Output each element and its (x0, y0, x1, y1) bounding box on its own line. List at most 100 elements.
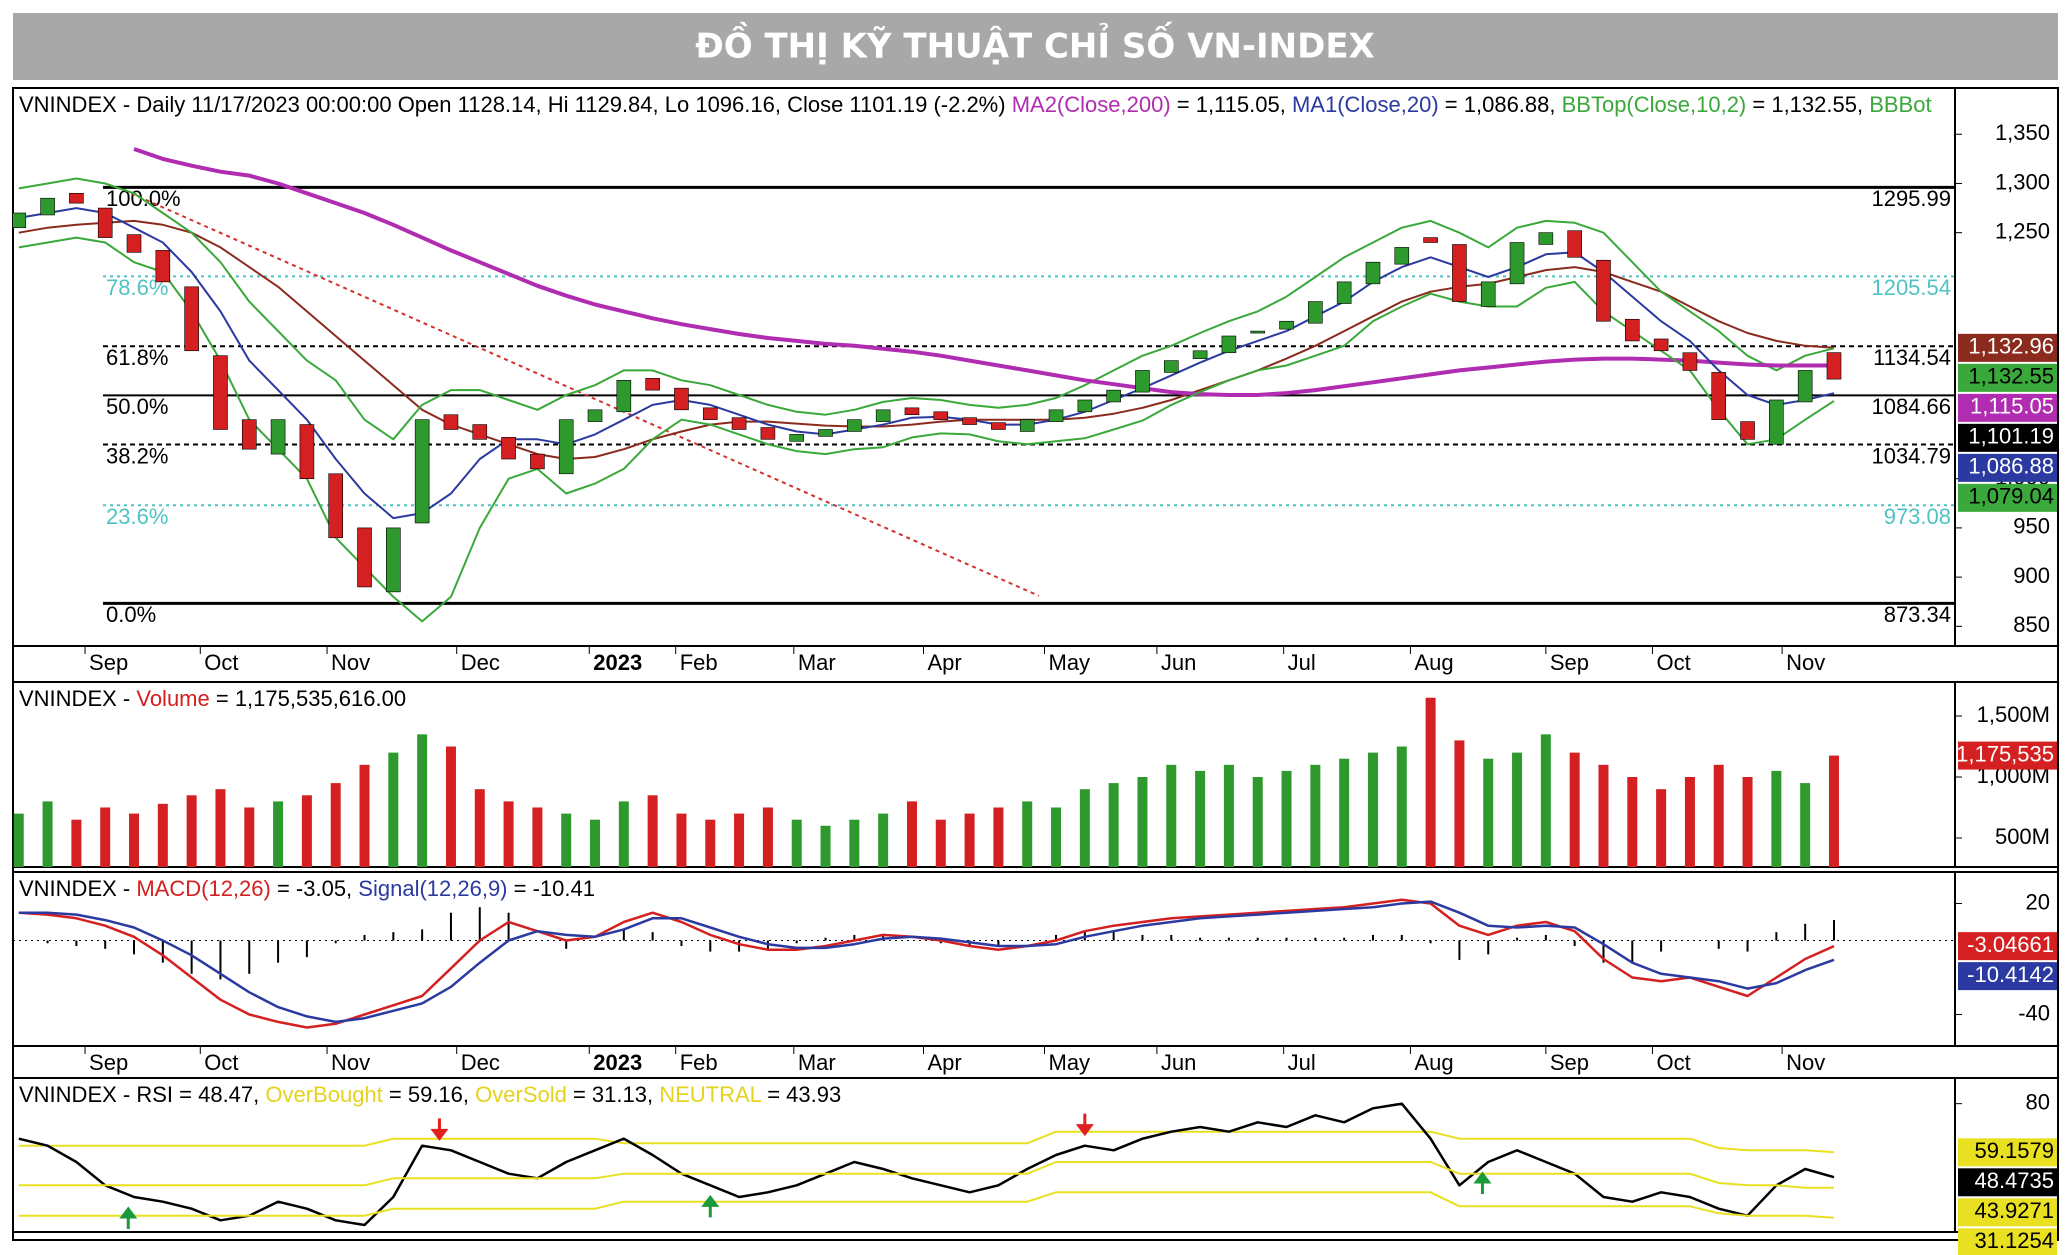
x-tick-label: Nov (331, 650, 370, 675)
header-segment: = 1,115.05, (1171, 92, 1292, 117)
volume-bar (1800, 783, 1811, 867)
candle (1682, 352, 1698, 371)
volume-bar (590, 819, 601, 867)
panel-frame (12, 1077, 2059, 1233)
candle (1365, 261, 1381, 285)
title-bar (13, 13, 2058, 80)
series-line (18, 1102, 1835, 1227)
header-segment: BBBot (1869, 92, 1931, 117)
candle (69, 193, 84, 204)
candle (1279, 320, 1294, 330)
volume-bar (1195, 770, 1206, 867)
candle (1653, 338, 1669, 352)
value-tag (1958, 393, 2057, 422)
page-title: ĐỒ THỊ KỸ THUẬT CHỈ SỐ VN-INDEX (695, 22, 1375, 67)
header-segment: = 31.13, (567, 1082, 659, 1107)
candle (702, 407, 718, 420)
volume-bar (330, 783, 341, 867)
panel-header: VNINDEX - Volume = 1,175,535,616.00 (19, 686, 406, 711)
header-segment: VNINDEX - (19, 686, 136, 711)
header-segment: VNINDEX - RSI = 48.47, (19, 1082, 265, 1107)
header-segment: BBTop(Close,10,2) (1562, 92, 1747, 117)
x-tick-label: Jun (1161, 1050, 1196, 1075)
volume-bar (215, 789, 226, 867)
volume-bar (1627, 777, 1638, 867)
value-tag-label: -10.4142 (1967, 962, 2054, 987)
value-tag-label: 31.1254 (1974, 1228, 2054, 1253)
header-segment: NEUTRAL (659, 1082, 761, 1107)
y-tick-label: 20 (2026, 889, 2050, 914)
fib-name: 50.0% (106, 394, 168, 419)
value-tag (1958, 1228, 2057, 1255)
y-tick-label: 850 (2013, 612, 2050, 637)
value-tag (1958, 1168, 2057, 1197)
x-tick-label: Oct (204, 1050, 238, 1075)
y-tick-label: 900 (2013, 563, 2050, 588)
series-line (133, 147, 1834, 397)
candle (184, 286, 199, 352)
candle (962, 417, 977, 425)
header-segment: MACD(12,26) (136, 876, 270, 901)
value-tag (1958, 483, 2057, 512)
x-tick-label: Jul (1288, 650, 1316, 675)
candle (1250, 330, 1266, 334)
volume-bar (388, 752, 399, 867)
volume-bar (820, 825, 831, 867)
header-segment: = 1,086.88, (1439, 92, 1562, 117)
candle (155, 250, 171, 283)
candle (13, 212, 27, 229)
candle (1135, 370, 1150, 393)
series-line (18, 177, 1835, 441)
fib-value: 1134.54 (1873, 345, 1951, 370)
volume-bar (1771, 770, 1782, 867)
candle (789, 434, 805, 442)
x-tick-label: Nov (331, 1050, 370, 1075)
volume-bar (791, 819, 802, 867)
series-line (18, 1161, 1835, 1189)
header-segment: = 43.93 (761, 1082, 841, 1107)
candle (1019, 419, 1035, 432)
candle (1308, 301, 1323, 324)
header-segment: OverBought (265, 1082, 382, 1107)
series-line (18, 219, 1835, 460)
volume-bar (1396, 746, 1407, 867)
candle (1452, 244, 1467, 302)
candle (472, 424, 488, 440)
header-segment: MA2(Close,200) (1012, 92, 1171, 117)
volume-bar (1512, 752, 1523, 867)
volume-bar (129, 813, 140, 867)
plot-area (13, 898, 1955, 1029)
y-tick-label: 500M (1995, 824, 2050, 849)
candle (1336, 281, 1352, 304)
panel-frame (12, 87, 2059, 647)
signal-arrow (430, 1118, 449, 1141)
value-tag (1958, 932, 2057, 961)
header-segment: VNINDEX - Daily 11/17/2023 00:00:00 Open… (19, 92, 1012, 117)
x-tick-label: Sep (1550, 1050, 1589, 1075)
value-tag-label: 1,079.04 (1968, 484, 2054, 509)
volume-bar (935, 819, 946, 867)
panel-header: VNINDEX - Daily 11/17/2023 00:00:00 Open… (19, 92, 1932, 117)
volume-bar (417, 734, 428, 867)
panel-frame (12, 681, 2059, 868)
volume-bar (157, 803, 168, 867)
value-tag (1958, 333, 2057, 362)
volume-bar (1828, 755, 1839, 867)
volume-bar (1310, 764, 1321, 867)
candle (1192, 350, 1208, 359)
y-tick-label: 1,250 (1995, 218, 2050, 243)
candle (645, 378, 660, 391)
candle (1567, 230, 1582, 258)
volume-bar (1684, 777, 1695, 867)
y-tick-label: -40 (2018, 1000, 2050, 1025)
candle (904, 407, 920, 416)
signal-arrow (1473, 1171, 1492, 1194)
x-tick-label: Jul (1288, 1050, 1316, 1075)
fib-name: 0.0% (106, 602, 156, 627)
volume-bar (618, 801, 629, 867)
candle (1048, 409, 1064, 422)
candle (328, 473, 344, 539)
candle (847, 419, 862, 432)
fib-value: 1205.54 (1871, 275, 1951, 300)
fib-name: 61.8% (106, 345, 168, 370)
